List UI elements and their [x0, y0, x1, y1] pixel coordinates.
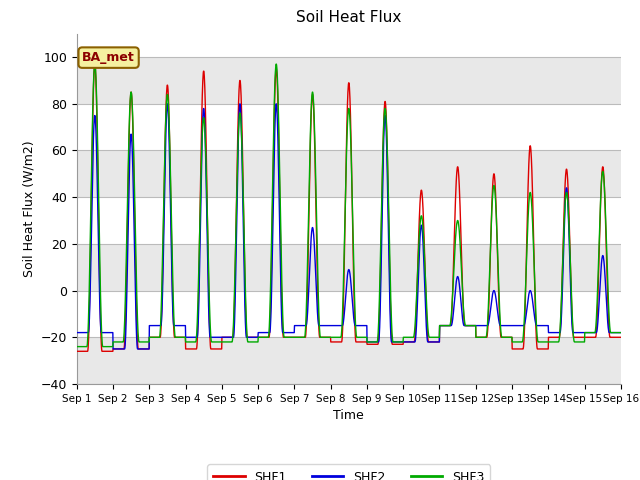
- SHF2: [570, 330, 577, 336]
- SHF3: [376, 254, 384, 260]
- SHF2: [365, 339, 372, 345]
- SHF2: [617, 330, 625, 336]
- Bar: [77, 150, 621, 197]
- SHF2: [73, 330, 81, 336]
- SHF1: [569, 330, 577, 336]
- SHF1: [376, 274, 384, 280]
- SHF1: [73, 348, 81, 354]
- SHF1: [507, 335, 515, 340]
- SHF1: [225, 335, 232, 340]
- X-axis label: Time: Time: [333, 409, 364, 422]
- SHF3: [272, 61, 280, 67]
- Title: Soil Heat Flux: Soil Heat Flux: [296, 11, 401, 25]
- SHF2: [377, 287, 385, 292]
- SHF1: [365, 341, 372, 347]
- Bar: [77, 104, 621, 150]
- SHF3: [507, 335, 515, 340]
- SHF3: [73, 344, 81, 349]
- Line: SHF3: SHF3: [77, 64, 621, 347]
- Legend: SHF1, SHF2, SHF3: SHF1, SHF2, SHF3: [207, 464, 490, 480]
- Line: SHF1: SHF1: [77, 64, 621, 351]
- Y-axis label: Soil Heat Flux (W/m2): Soil Heat Flux (W/m2): [22, 141, 35, 277]
- SHF2: [508, 323, 515, 328]
- Line: SHF2: SHF2: [77, 104, 621, 349]
- SHF3: [584, 330, 592, 336]
- Bar: [77, 57, 621, 104]
- Bar: [77, 244, 621, 290]
- SHF3: [225, 339, 232, 345]
- SHF1: [91, 61, 99, 67]
- SHF2: [225, 335, 233, 340]
- SHF1: [617, 335, 625, 340]
- Bar: [77, 34, 621, 57]
- Bar: [77, 337, 621, 384]
- SHF2: [584, 330, 592, 336]
- SHF3: [365, 339, 372, 345]
- SHF3: [617, 330, 625, 336]
- SHF1: [584, 335, 592, 340]
- Bar: [77, 290, 621, 337]
- Text: BA_met: BA_met: [82, 51, 135, 64]
- SHF3: [569, 326, 577, 332]
- Bar: [77, 197, 621, 244]
- SHF2: [109, 346, 117, 352]
- SHF2: [163, 101, 171, 107]
